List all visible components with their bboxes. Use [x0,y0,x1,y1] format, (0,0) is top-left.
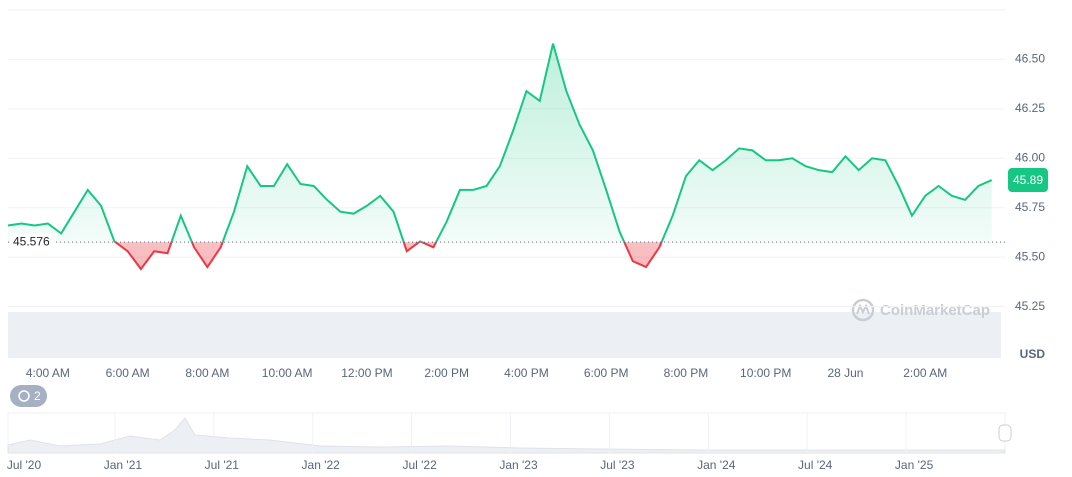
baseline-label-bg [10,233,56,250]
navigator-handle[interactable] [998,424,1012,442]
navigator-label: Jan '22 [302,458,341,472]
x-tick-label: 6:00 AM [106,366,150,380]
y-unit: USD [1020,347,1046,361]
navigator-label: Jan '24 [697,458,736,472]
y-tick-label: 46.00 [1015,150,1045,164]
x-tick-label: 8:00 PM [664,366,709,380]
x-tick-label: 10:00 PM [740,366,791,380]
price-tag [1008,168,1048,193]
x-tick-label: 10:00 AM [262,366,313,380]
x-tick-label: 28 Jun [827,366,863,380]
history-badge[interactable]: 2 [10,385,47,407]
line-above [7,43,993,243]
y-tick-label: 46.50 [1015,52,1045,66]
baseline-label: 45.576 [13,234,50,248]
navigator-preview [7,417,1006,454]
navigator-label: Jul '22 [402,458,437,472]
price-tag-label: 45.89 [1013,173,1043,187]
x-tick-label: 2:00 AM [903,366,947,380]
y-tick-label: 45.50 [1015,249,1045,263]
y-tick-label: 45.75 [1015,200,1045,214]
watermark-text: CoinMarketCap [880,302,990,319]
badge-count: 2 [34,389,41,403]
navigator-label: Jul '23 [600,458,635,472]
x-tick-label: 2:00 PM [424,366,469,380]
navigator-label: Jan '23 [499,458,538,472]
badge-icon [18,390,30,402]
x-tick-label: 12:00 PM [341,366,392,380]
x-tick-label: 4:00 AM [26,366,70,380]
x-tick-label: 8:00 AM [185,366,229,380]
x-tick-label: 4:00 PM [504,366,549,380]
area-above [8,43,992,243]
y-tick-label: 45.25 [1015,299,1045,313]
y-tick-label: 46.25 [1015,101,1045,115]
navigator-label: Jul '20 [7,458,42,472]
navigator-label: Jul '21 [205,458,240,472]
volume-band [8,312,1001,358]
navigator-label: Jul '24 [798,458,833,472]
area-below [8,242,992,270]
x-tick-label: 6:00 PM [584,366,629,380]
navigator-label: Jan '25 [895,458,934,472]
navigator-label: Jan '21 [104,458,143,472]
